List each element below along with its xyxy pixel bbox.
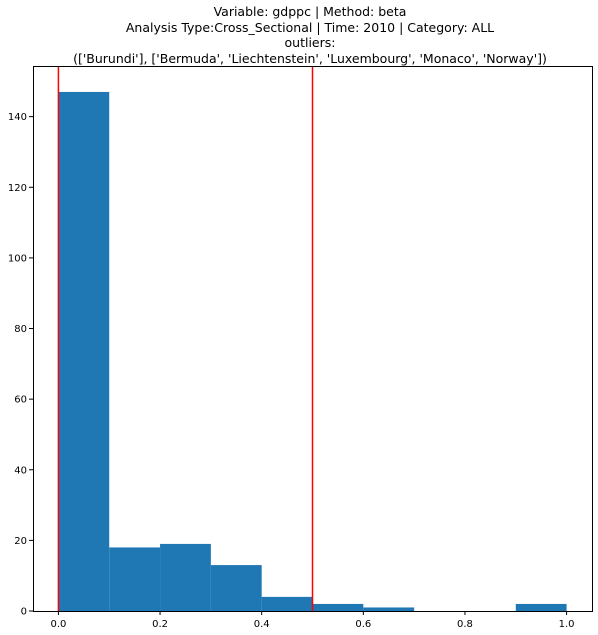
histogram-bar-2 <box>160 543 211 611</box>
x-tick-label: 0.2 <box>152 619 168 630</box>
bars-layer <box>58 91 567 611</box>
x-tick-label: 0.0 <box>50 619 66 630</box>
plot-frame <box>33 66 593 612</box>
y-tick-label: 60 <box>14 395 27 406</box>
y-tick-label: 40 <box>14 465 27 476</box>
y-axis-ticks: 0 20 40 60 80 100 120 140 <box>8 112 33 618</box>
y-tick-label: 100 <box>8 253 27 264</box>
x-tick-label: 0.6 <box>355 619 371 630</box>
y-tick-label: 0 <box>21 607 27 618</box>
histogram-bar-1 <box>109 547 161 611</box>
x-tick-label: 0.8 <box>457 619 473 630</box>
y-tick-label: 80 <box>14 324 27 335</box>
histogram-bar-4 <box>261 596 313 611</box>
y-tick-label: 120 <box>8 183 27 194</box>
x-tick-label: 0.4 <box>254 619 270 630</box>
title-line-4: (['Burundi'], ['Bermuda', 'Liechtenstein… <box>73 50 547 66</box>
x-tick-label: 1.0 <box>559 619 575 630</box>
x-axis-ticks: 0.0 0.2 0.4 0.6 0.8 1.0 <box>50 611 575 630</box>
y-tick-label: 20 <box>14 536 27 547</box>
histogram-bar-3 <box>210 565 262 611</box>
histogram-bar-9 <box>515 603 567 611</box>
title-line-3: outliers: <box>284 35 336 50</box>
histogram-bar-5 <box>312 603 364 611</box>
title-line-2: Analysis Type:Cross_Sectional | Time: 20… <box>125 19 495 35</box>
title-line-1: Variable: gdppc | Method: beta <box>213 4 407 19</box>
chart-title: Variable: gdppc | Method: beta Analysis … <box>0 4 598 66</box>
y-tick-label: 140 <box>8 112 27 123</box>
histogram-bar-0 <box>58 91 110 611</box>
vlines-layer <box>57 66 314 611</box>
histogram-bar-6 <box>363 607 415 611</box>
